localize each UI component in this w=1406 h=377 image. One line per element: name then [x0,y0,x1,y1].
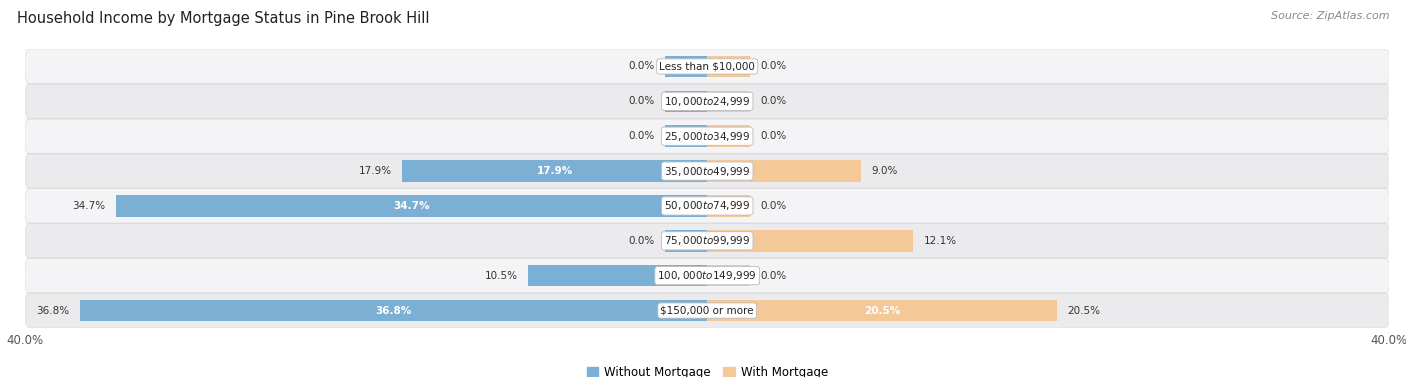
Text: 0.0%: 0.0% [628,96,654,106]
Bar [665,56,707,77]
Text: Less than $10,000: Less than $10,000 [659,61,755,72]
FancyBboxPatch shape [25,49,1389,84]
Text: 36.8%: 36.8% [375,305,412,316]
FancyBboxPatch shape [25,293,1389,328]
Text: $100,000 to $149,999: $100,000 to $149,999 [658,269,756,282]
FancyBboxPatch shape [25,154,1389,188]
Bar [665,230,707,251]
Bar [707,300,1057,321]
Text: 34.7%: 34.7% [72,201,105,211]
Bar [707,90,749,112]
Bar [707,230,914,251]
Bar [529,265,707,287]
Bar [80,300,707,321]
FancyBboxPatch shape [25,223,1389,258]
Text: 0.0%: 0.0% [761,131,786,141]
Text: 10.5%: 10.5% [485,271,517,281]
Text: 17.9%: 17.9% [359,166,392,176]
Bar [402,160,707,182]
Text: 17.9%: 17.9% [537,166,572,176]
Text: 20.5%: 20.5% [863,305,900,316]
Bar [707,160,860,182]
FancyBboxPatch shape [25,258,1389,293]
Text: 0.0%: 0.0% [761,96,786,106]
Text: Household Income by Mortgage Status in Pine Brook Hill: Household Income by Mortgage Status in P… [17,11,429,26]
Legend: Without Mortgage, With Mortgage: Without Mortgage, With Mortgage [582,361,832,377]
Text: $150,000 or more: $150,000 or more [661,305,754,316]
Text: Source: ZipAtlas.com: Source: ZipAtlas.com [1271,11,1389,21]
Bar [707,195,749,217]
Text: $50,000 to $74,999: $50,000 to $74,999 [664,199,751,212]
Text: $35,000 to $49,999: $35,000 to $49,999 [664,165,751,178]
Text: 36.8%: 36.8% [37,305,70,316]
Text: 0.0%: 0.0% [628,236,654,246]
Text: 12.1%: 12.1% [924,236,957,246]
Text: $75,000 to $99,999: $75,000 to $99,999 [664,234,751,247]
Text: 34.7%: 34.7% [394,201,430,211]
Text: 0.0%: 0.0% [761,271,786,281]
Text: $10,000 to $24,999: $10,000 to $24,999 [664,95,751,108]
Text: 0.0%: 0.0% [761,201,786,211]
Bar [665,126,707,147]
Bar [665,90,707,112]
Text: 0.0%: 0.0% [761,61,786,72]
Text: 9.0%: 9.0% [870,166,897,176]
Text: 20.5%: 20.5% [1067,305,1099,316]
Bar [707,126,749,147]
Text: 0.0%: 0.0% [628,131,654,141]
Text: $25,000 to $34,999: $25,000 to $34,999 [664,130,751,143]
Bar [115,195,707,217]
Text: 0.0%: 0.0% [628,61,654,72]
FancyBboxPatch shape [25,84,1389,119]
Bar [707,265,749,287]
FancyBboxPatch shape [25,188,1389,223]
FancyBboxPatch shape [25,119,1389,154]
Bar [707,56,749,77]
